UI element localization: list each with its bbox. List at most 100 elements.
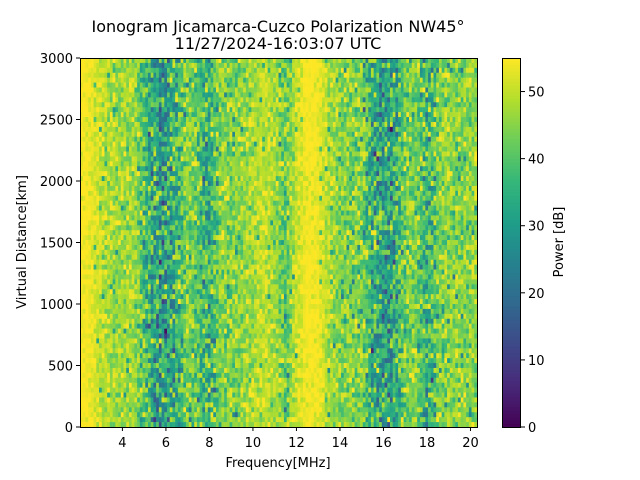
heatmap-cell bbox=[234, 121, 239, 128]
heatmap-cell bbox=[145, 382, 149, 388]
heatmap-cell bbox=[131, 279, 135, 285]
heatmap-cell bbox=[199, 308, 203, 315]
heatmap-cell bbox=[175, 372, 179, 379]
heatmap-cell bbox=[82, 185, 86, 192]
heatmap-cell bbox=[256, 166, 260, 172]
heatmap-cell bbox=[169, 367, 173, 374]
heatmap-cell bbox=[82, 254, 86, 261]
heatmap-cell bbox=[248, 417, 252, 423]
heatmap-cell bbox=[126, 176, 130, 182]
heatmap-cell bbox=[112, 264, 116, 270]
heatmap-cell bbox=[205, 195, 209, 201]
heatmap-cell bbox=[131, 121, 135, 128]
heatmap-cell bbox=[145, 412, 149, 418]
heatmap-cell bbox=[131, 308, 135, 315]
heatmap-cell bbox=[186, 407, 190, 413]
heatmap-cell bbox=[109, 156, 113, 162]
heatmap-cell bbox=[104, 58, 108, 64]
heatmap-cell bbox=[112, 156, 116, 162]
heatmap-cell bbox=[156, 112, 160, 118]
heatmap-cell bbox=[123, 235, 127, 241]
heatmap-cell bbox=[120, 82, 124, 88]
heatmap-cell bbox=[202, 313, 206, 320]
heatmap-cell bbox=[177, 353, 181, 359]
heatmap-cell bbox=[243, 240, 247, 246]
heatmap-cell bbox=[164, 136, 168, 142]
heatmap-cell bbox=[101, 92, 105, 98]
heatmap-cell bbox=[213, 402, 217, 408]
heatmap-cell bbox=[126, 249, 130, 256]
heatmap-cell bbox=[210, 259, 214, 265]
heatmap-cell bbox=[109, 181, 113, 187]
heatmap-cell bbox=[251, 156, 255, 162]
heatmap-cell bbox=[123, 97, 127, 103]
heatmap-cell bbox=[115, 397, 119, 403]
heatmap-cell bbox=[169, 195, 173, 201]
heatmap-cell bbox=[172, 102, 176, 108]
heatmap-cell bbox=[134, 72, 138, 78]
heatmap-cell bbox=[167, 422, 171, 428]
heatmap-cell bbox=[147, 82, 151, 88]
heatmap-cell bbox=[150, 328, 154, 334]
heatmap-cell bbox=[156, 363, 160, 369]
heatmap-cell bbox=[93, 82, 97, 88]
heatmap-cell bbox=[139, 77, 143, 83]
heatmap-cell bbox=[134, 190, 138, 197]
heatmap-cell bbox=[254, 190, 258, 197]
heatmap-cell bbox=[169, 254, 173, 261]
heatmap-cell bbox=[215, 348, 219, 354]
heatmap-cell bbox=[120, 382, 124, 388]
heatmap-cell bbox=[202, 387, 206, 393]
heatmap-cell bbox=[90, 397, 94, 403]
heatmap-cell bbox=[167, 387, 171, 393]
heatmap-cell bbox=[175, 58, 179, 64]
heatmap-cell bbox=[134, 333, 138, 339]
heatmap-cell bbox=[188, 299, 192, 305]
heatmap-cell bbox=[172, 77, 176, 83]
heatmap-cell bbox=[153, 102, 157, 108]
heatmap-cell bbox=[175, 240, 179, 246]
heatmap-cell bbox=[123, 284, 127, 290]
heatmap-cell bbox=[194, 102, 198, 108]
heatmap-cell bbox=[96, 146, 100, 152]
heatmap-cell bbox=[107, 225, 111, 231]
heatmap-cell bbox=[169, 407, 173, 413]
heatmap-cell bbox=[218, 185, 222, 192]
heatmap-cell bbox=[245, 210, 249, 216]
heatmap-cell bbox=[248, 230, 252, 236]
heatmap-cell bbox=[207, 126, 211, 133]
heatmap-cell bbox=[169, 112, 173, 118]
heatmap-cell bbox=[167, 62, 171, 69]
heatmap-cell bbox=[248, 240, 252, 246]
heatmap-cell bbox=[194, 358, 198, 364]
heatmap-cell bbox=[99, 333, 103, 339]
heatmap-cell bbox=[126, 372, 130, 379]
heatmap-cell bbox=[85, 87, 89, 93]
heatmap-cell bbox=[213, 107, 217, 113]
heatmap-cell bbox=[248, 156, 252, 162]
heatmap-cell bbox=[186, 264, 190, 270]
heatmap-cell bbox=[150, 358, 154, 364]
heatmap-cell bbox=[226, 328, 230, 334]
heatmap-cell bbox=[202, 126, 206, 133]
heatmap-cell bbox=[251, 284, 255, 290]
heatmap-cell bbox=[80, 284, 84, 290]
heatmap-cell bbox=[142, 112, 146, 118]
heatmap-cell bbox=[205, 299, 209, 305]
heatmap-cell bbox=[80, 372, 84, 379]
heatmap-cell bbox=[85, 102, 89, 108]
heatmap-cell bbox=[153, 225, 157, 231]
heatmap-cell bbox=[112, 249, 116, 256]
heatmap-cell bbox=[145, 141, 149, 147]
heatmap-cell bbox=[161, 249, 165, 256]
heatmap-cell bbox=[224, 407, 228, 413]
heatmap-cell bbox=[186, 363, 190, 369]
heatmap-cell bbox=[120, 343, 124, 349]
heatmap-cell bbox=[248, 195, 252, 201]
heatmap-cell bbox=[224, 220, 228, 226]
heatmap-cell bbox=[194, 249, 198, 256]
heatmap-cell bbox=[215, 181, 219, 187]
heatmap-cell bbox=[107, 102, 111, 108]
heatmap-cell bbox=[93, 77, 97, 83]
heatmap-cell bbox=[169, 156, 173, 162]
